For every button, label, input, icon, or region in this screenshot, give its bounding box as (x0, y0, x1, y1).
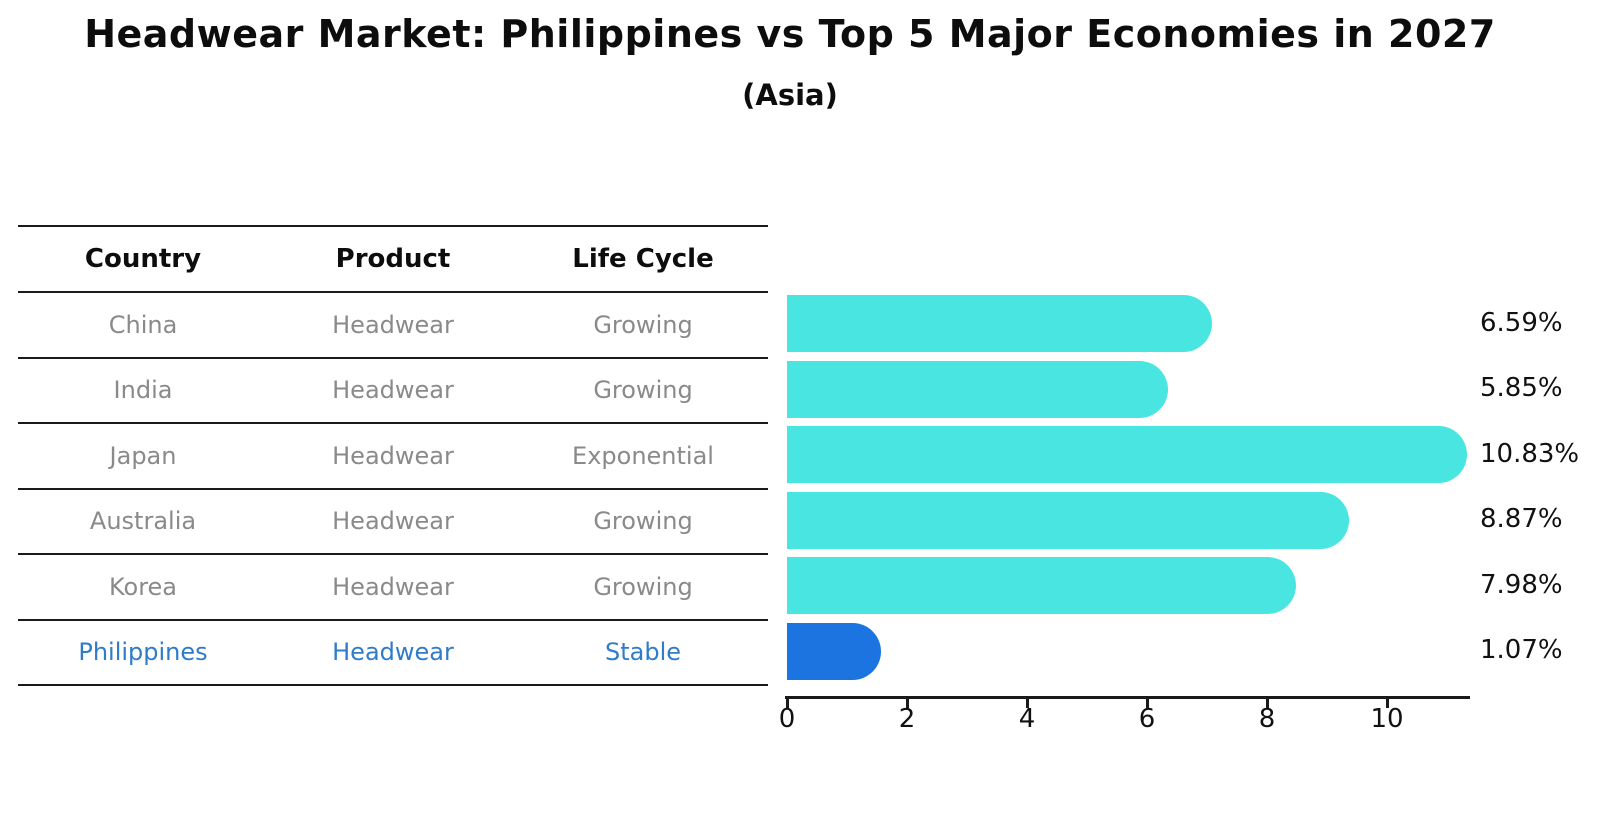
table-cell-life-cycle: Growing (593, 376, 693, 405)
table-cell-country: Japan (109, 441, 177, 470)
x-tick-label-10: 10 (1370, 704, 1404, 734)
bar-philippines (787, 622, 882, 680)
x-tick-mark-2 (905, 699, 909, 708)
country-table: Country Product Life Cycle China Headwear… (18, 225, 768, 686)
table-header-product: Product (335, 244, 451, 274)
table-cell-product: Headwear (332, 310, 454, 339)
table-cell-country: Korea (108, 572, 178, 601)
table-cell-country: Philippines (78, 638, 208, 667)
bar-china (787, 295, 1213, 353)
x-tick-mark-6 (1145, 699, 1149, 708)
table-header-row: Country Product Life Cycle (18, 227, 768, 293)
x-tick-label-2: 2 (898, 704, 916, 734)
table-cell-life-cycle: Stable (604, 638, 682, 667)
bar-japan (787, 426, 1467, 484)
table-row-india: India Headwear Growing (18, 359, 768, 424)
x-tick-label-8: 8 (1258, 704, 1276, 734)
x-tick-mark-4 (1025, 699, 1029, 708)
table-cell-country: India (113, 376, 173, 405)
table-cell-life-cycle: Growing (593, 572, 693, 601)
table-cell-life-cycle: Growing (593, 507, 693, 536)
table-cell-country: China (108, 310, 178, 339)
x-tick-mark-10 (1385, 699, 1389, 708)
x-tick-label-6: 6 (1138, 704, 1156, 734)
table-header-country: Country (84, 244, 202, 274)
bar-india (787, 360, 1168, 418)
table-cell-product: Headwear (332, 507, 454, 536)
table-cell-life-cycle: Growing (593, 310, 693, 339)
table-header-lifecycle: Life Cycle (572, 244, 714, 274)
chart-title: Headwear Market: Philippines vs Top 5 Ma… (84, 12, 1496, 56)
table-cell-product: Headwear (332, 572, 454, 601)
table-body: China Headwear Growing India Headwear Growing… (18, 293, 768, 686)
table-row-australia: Australia Headwear Growing (18, 490, 768, 555)
x-tick-label-0: 0 (778, 704, 796, 734)
table-cell-product: Headwear (332, 376, 454, 405)
x-tick-mark-0 (785, 699, 789, 708)
table-row-philippines: Philippines Headwear Stable (18, 621, 768, 686)
x-tick-mark-8 (1265, 699, 1269, 708)
table-cell-life-cycle: Exponential (572, 441, 714, 470)
table-row-japan: Japan Headwear Exponential (18, 424, 768, 490)
chart-subtitle: (Asia) (742, 78, 838, 112)
table-cell-country: Australia (89, 507, 197, 536)
table-row-korea: Korea Headwear Growing (18, 555, 768, 621)
value-label-china: 6.59% (1480, 307, 1563, 338)
value-label-japan: 10.83% (1480, 438, 1580, 469)
x-axis-line (785, 696, 1470, 699)
table-cell-product: Headwear (332, 638, 454, 667)
value-label-philippines: 1.07% (1480, 635, 1563, 666)
value-label-australia: 8.87% (1480, 504, 1563, 535)
bar-australia (787, 491, 1350, 549)
value-label-korea: 7.98% (1480, 569, 1563, 600)
table-row-china: China Headwear Growing (18, 293, 768, 359)
table-cell-product: Headwear (332, 441, 454, 470)
x-tick-label-4: 4 (1018, 704, 1036, 734)
value-label-india: 5.85% (1480, 373, 1563, 404)
bar-korea (787, 557, 1296, 615)
